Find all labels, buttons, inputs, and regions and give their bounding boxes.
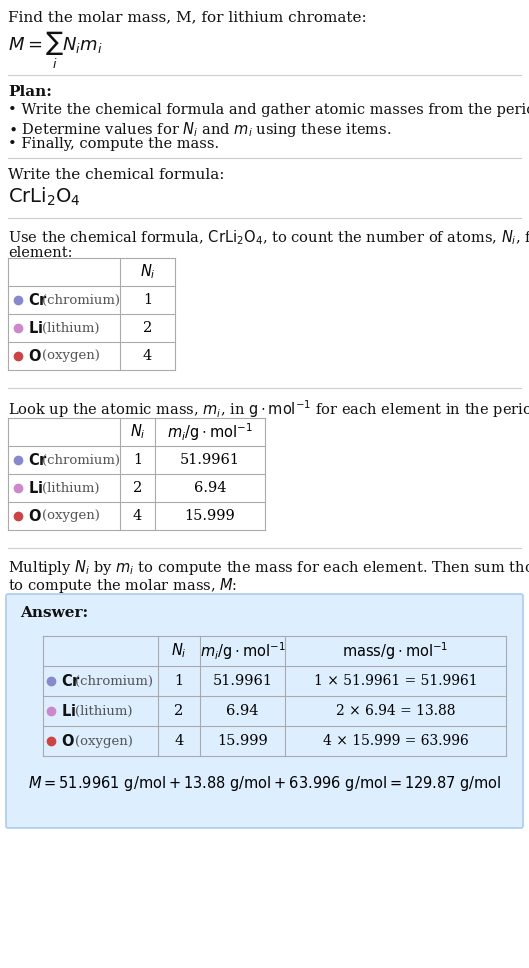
- Text: Use the chemical formula, $\mathrm{CrLi_2O_4}$, to count the number of atoms, $N: Use the chemical formula, $\mathrm{CrLi_…: [8, 228, 529, 247]
- Text: 15.999: 15.999: [217, 734, 268, 748]
- Text: Look up the atomic mass, $m_i$, in $\mathrm{g \cdot mol^{-1}}$ for each element : Look up the atomic mass, $m_i$, in $\mat…: [8, 398, 529, 420]
- Text: 2: 2: [175, 704, 184, 718]
- Text: (lithium): (lithium): [42, 481, 99, 495]
- Text: Plan:: Plan:: [8, 85, 52, 99]
- Text: 1: 1: [175, 674, 184, 688]
- Text: • Finally, compute the mass.: • Finally, compute the mass.: [8, 137, 219, 151]
- Text: (chromium): (chromium): [42, 293, 120, 307]
- Text: $\mathrm{CrLi_2O_4}$: $\mathrm{CrLi_2O_4}$: [8, 186, 81, 208]
- Text: $M = 51.9961\ \mathrm{g/mol} + 13.88\ \mathrm{g/mol} + 63.996\ \mathrm{g/mol} = : $M = 51.9961\ \mathrm{g/mol} + 13.88\ \m…: [28, 774, 501, 793]
- Text: • Write the chemical formula and gather atomic masses from the periodic table.: • Write the chemical formula and gather …: [8, 103, 529, 117]
- Text: 6.94: 6.94: [226, 704, 259, 718]
- Text: (lithium): (lithium): [75, 705, 132, 717]
- Text: 4: 4: [133, 509, 142, 523]
- Text: (lithium): (lithium): [42, 321, 99, 335]
- Text: (chromium): (chromium): [75, 675, 153, 687]
- Text: $\mathbf{Cr}$: $\mathbf{Cr}$: [61, 673, 81, 689]
- Text: Multiply $N_i$ by $m_i$ to compute the mass for each element. Then sum those val: Multiply $N_i$ by $m_i$ to compute the m…: [8, 558, 529, 577]
- Text: $\mathbf{Li}$: $\mathbf{Li}$: [28, 480, 43, 496]
- Text: (oxygen): (oxygen): [42, 509, 100, 523]
- Text: 1: 1: [143, 293, 152, 307]
- Text: $N_i$: $N_i$: [140, 262, 156, 282]
- Text: to compute the molar mass, $M$:: to compute the molar mass, $M$:: [8, 576, 238, 595]
- Text: $m_i/\mathrm{g \cdot mol^{-1}}$: $m_i/\mathrm{g \cdot mol^{-1}}$: [167, 421, 253, 442]
- FancyBboxPatch shape: [6, 594, 523, 828]
- Text: 4 × 15.999 = 63.996: 4 × 15.999 = 63.996: [323, 734, 468, 748]
- Text: 4: 4: [143, 349, 152, 363]
- Text: Write the chemical formula:: Write the chemical formula:: [8, 168, 224, 182]
- Text: $\mathrm{mass/g \cdot mol^{-1}}$: $\mathrm{mass/g \cdot mol^{-1}}$: [342, 640, 449, 662]
- Text: 51.9961: 51.9961: [180, 453, 240, 467]
- Text: Find the molar mass, M, for lithium chromate:: Find the molar mass, M, for lithium chro…: [8, 10, 367, 24]
- Text: (oxygen): (oxygen): [42, 349, 100, 362]
- Text: $N_i$: $N_i$: [171, 642, 187, 660]
- Text: 2: 2: [143, 321, 152, 335]
- Text: (chromium): (chromium): [42, 453, 120, 467]
- Text: 51.9961: 51.9961: [213, 674, 272, 688]
- Text: $\mathbf{Li}$: $\mathbf{Li}$: [61, 703, 76, 719]
- Text: 4: 4: [175, 734, 184, 748]
- Text: Answer:: Answer:: [20, 606, 88, 620]
- Text: $\mathbf{O}$: $\mathbf{O}$: [28, 508, 42, 524]
- Text: 6.94: 6.94: [194, 481, 226, 495]
- Text: $\mathbf{O}$: $\mathbf{O}$: [28, 348, 42, 364]
- Text: $\mathbf{Li}$: $\mathbf{Li}$: [28, 320, 44, 336]
- Text: $\mathbf{Cr}$: $\mathbf{Cr}$: [28, 292, 48, 308]
- Text: $\bullet$ Determine values for $N_i$ and $m_i$ using these items.: $\bullet$ Determine values for $N_i$ and…: [8, 120, 391, 139]
- Text: element:: element:: [8, 246, 72, 260]
- Text: 1: 1: [133, 453, 142, 467]
- Text: $m_i/\mathrm{g \cdot mol^{-1}}$: $m_i/\mathrm{g \cdot mol^{-1}}$: [200, 640, 285, 662]
- Text: $\mathbf{Cr}$: $\mathbf{Cr}$: [28, 452, 48, 468]
- Text: $M = \sum_i N_i m_i$: $M = \sum_i N_i m_i$: [8, 30, 103, 72]
- Text: 15.999: 15.999: [185, 509, 235, 523]
- Text: $\mathbf{O}$: $\mathbf{O}$: [61, 733, 75, 749]
- Text: 2 × 6.94 = 13.88: 2 × 6.94 = 13.88: [336, 704, 455, 718]
- Text: (oxygen): (oxygen): [75, 735, 133, 747]
- Text: $N_i$: $N_i$: [130, 423, 145, 441]
- Text: 1 × 51.9961 = 51.9961: 1 × 51.9961 = 51.9961: [314, 674, 477, 688]
- Text: 2: 2: [133, 481, 142, 495]
